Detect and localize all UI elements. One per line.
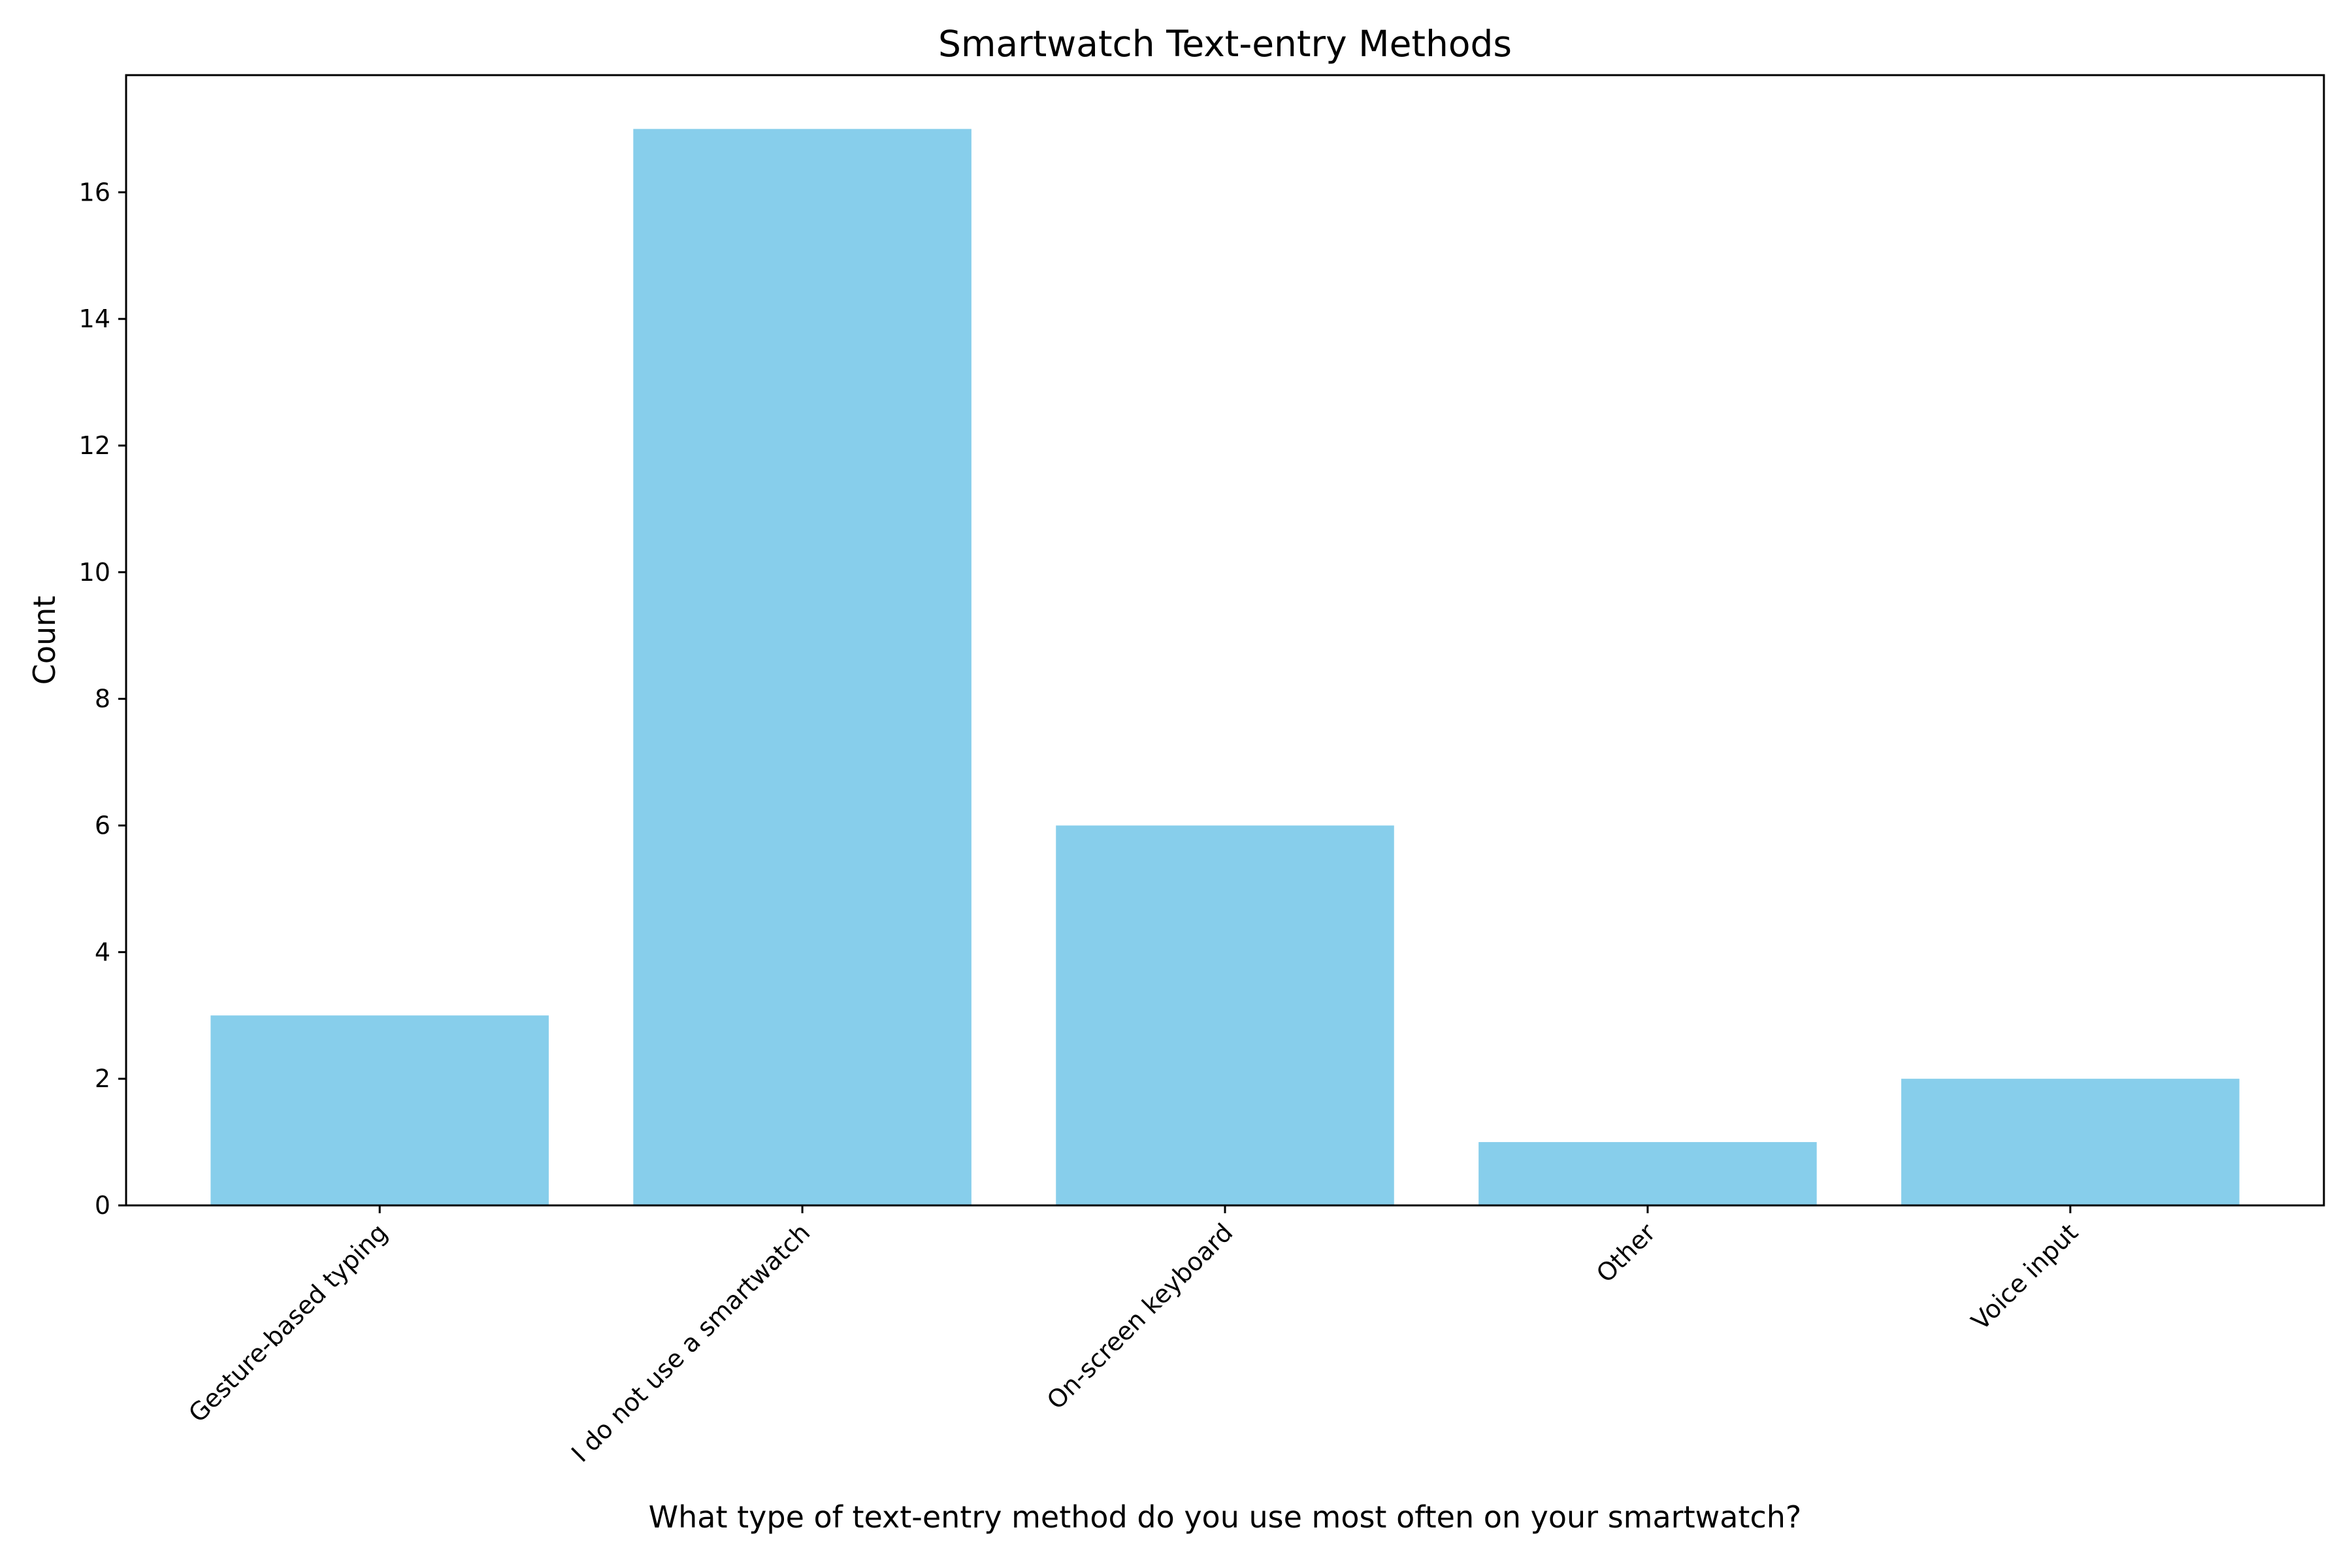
y-axis-ticks: 0 2 4 6 8 10 12 14 16: [79, 178, 126, 1220]
bar-3: [1478, 1142, 1817, 1205]
bar-0: [210, 1015, 549, 1205]
y-tick-label: 16: [79, 178, 110, 206]
y-tick-label: 6: [95, 811, 110, 840]
chart-title: Smartwatch Text-entry Methods: [938, 23, 1512, 65]
y-tick-label: 10: [79, 558, 110, 587]
bar-4: [1901, 1079, 2240, 1205]
y-tick-label: 2: [95, 1064, 110, 1093]
y-axis-label: Count: [27, 596, 62, 685]
bars-group: [210, 129, 2240, 1205]
y-tick-label: 8: [95, 685, 110, 713]
y-tick-label: 14: [79, 304, 110, 333]
x-axis-label: What type of text-entry method do you us…: [649, 1499, 1802, 1535]
y-tick-label: 4: [95, 938, 110, 966]
y-tick-label: 12: [79, 431, 110, 460]
y-tick-label: 0: [95, 1191, 110, 1220]
bar-2: [1056, 825, 1394, 1205]
bar-1: [633, 129, 972, 1205]
